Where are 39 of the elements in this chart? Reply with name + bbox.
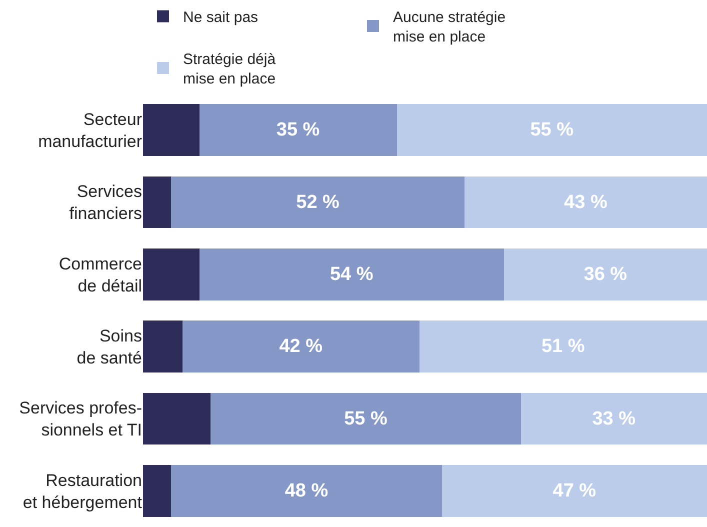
bar: [419, 320, 707, 373]
data-label: 55 %: [530, 120, 574, 141]
legend-label: Stratégie déjà mise en place: [183, 51, 276, 88]
bar: [171, 176, 464, 228]
bar: [199, 248, 504, 300]
bar: [520, 392, 707, 445]
bar: [396, 104, 707, 156]
y-tick-label: Services profes- sionnels et TI: [19, 398, 142, 440]
bar: [143, 104, 200, 156]
data-label: 36 %: [584, 264, 628, 285]
y-tick-label: Secteur manufacturier: [38, 110, 142, 152]
bar: [171, 464, 442, 517]
bar: [182, 320, 420, 373]
data-label: 35 %: [276, 120, 320, 141]
data-label: 48 %: [284, 480, 328, 502]
data-label: 42 %: [279, 336, 323, 358]
data-label: 33 %: [592, 408, 636, 430]
data-label: 43 %: [564, 192, 608, 213]
legend-label: Ne sait pas: [183, 9, 258, 26]
y-tick-label: Services financiers: [69, 182, 142, 224]
bar: [464, 176, 707, 228]
bar: [199, 104, 397, 156]
y-tick-label: Restauration et hébergement: [22, 470, 142, 512]
data-label: 52 %: [296, 192, 340, 213]
bar: [143, 392, 211, 445]
bar: [143, 320, 182, 373]
data-label: 51 %: [541, 336, 585, 358]
data-label: 47 %: [552, 480, 596, 502]
bar: [143, 248, 200, 300]
bar: [143, 464, 172, 517]
bar: [442, 464, 707, 517]
bar: [210, 392, 521, 445]
data-label: 54 %: [330, 264, 374, 285]
legend-label: Aucune stratégie mise en place: [393, 9, 506, 46]
bar: [504, 248, 707, 300]
bar: [143, 176, 172, 228]
y-tick-label: Commerce de détail: [58, 254, 142, 296]
data-label: 55 %: [344, 408, 388, 430]
y-tick-label: Soins de santé: [76, 326, 142, 368]
